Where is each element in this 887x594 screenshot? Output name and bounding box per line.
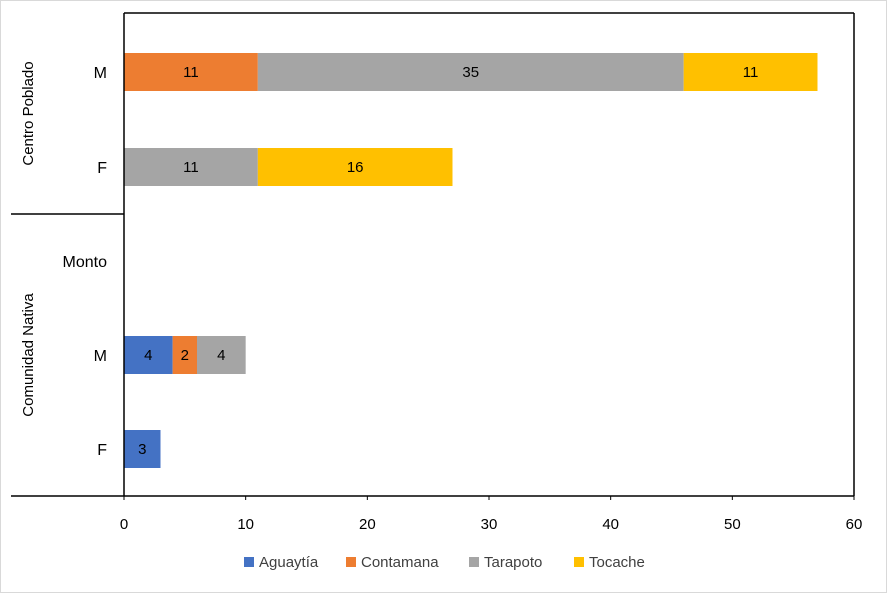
x-tick-label-10: 10	[237, 516, 254, 533]
bar-centro-poblado-f-tarapoto	[124, 148, 258, 186]
category-label-centro-poblado-f: F	[97, 160, 107, 177]
bar-centro-poblado-m-tocache	[683, 53, 818, 91]
bar-comunidad-nativa-m-aguaytia	[124, 336, 173, 374]
category-label-comunidad-nativa-monto: Monto	[63, 254, 108, 271]
data-label-centro-poblado-f-tocache: 16	[347, 159, 364, 176]
data-label-centro-poblado-m-tarapoto: 35	[462, 64, 479, 81]
legend-swatch-tarapoto	[469, 557, 479, 567]
bar-centro-poblado-m-tarapoto	[257, 53, 684, 91]
x-tick-label-20: 20	[359, 516, 376, 533]
legend-swatch-tocache	[574, 557, 584, 567]
legend: Aguaytía Contamana Tarapoto Tocache	[244, 554, 645, 571]
bar-comunidad-nativa-f-aguaytia	[124, 430, 161, 468]
category-label-comunidad-nativa-f: F	[97, 442, 107, 459]
x-tick-label-0: 0	[120, 516, 128, 533]
bar-comunidad-nativa-m-contamana	[172, 336, 197, 374]
data-label-comunidad-nativa-m-aguaytia: 4	[144, 347, 152, 364]
data-label-centro-poblado-f-tarapoto: 11	[183, 159, 199, 176]
bar-centro-poblado-m-contamana	[124, 53, 258, 91]
data-label-centro-poblado-m-tocache: 11	[743, 64, 759, 81]
data-labels-layer: 11 35 11 11 16 4 2 4 3	[138, 64, 758, 458]
data-label-comunidad-nativa-f-aguaytia: 3	[138, 441, 146, 458]
legend-label-tocache: Tocache	[589, 554, 645, 571]
legend-swatch-contamana	[346, 557, 356, 567]
bar-comunidad-nativa-m-tarapoto	[197, 336, 246, 374]
plot-area	[124, 12, 855, 496]
x-tick-label-30: 30	[481, 516, 498, 533]
legend-swatch-aguaytia	[244, 557, 254, 567]
data-label-centro-poblado-m-contamana: 11	[183, 64, 199, 81]
legend-label-tarapoto: Tarapoto	[484, 554, 542, 571]
group-label-centro-poblado: Centro Poblado	[20, 61, 37, 165]
data-label-comunidad-nativa-m-contamana: 2	[181, 347, 189, 364]
x-tick-label-50: 50	[724, 516, 741, 533]
axes-layer: 0 10 20 30 40 50 60 M F Monto M F Centro Poblado Comu…	[11, 13, 862, 533]
category-label-centro-poblado-m: M	[94, 65, 107, 82]
legend-label-aguaytia: Aguaytía	[259, 554, 319, 571]
category-label-comunidad-nativa-m: M	[94, 348, 107, 365]
group-label-comunidad-nativa: Comunidad Nativa	[20, 293, 37, 417]
x-tick-label-40: 40	[602, 516, 619, 533]
x-tick-label-60: 60	[846, 516, 863, 533]
data-label-comunidad-nativa-m-tarapoto: 4	[217, 347, 225, 364]
legend-label-contamana: Contamana	[361, 554, 439, 571]
bar-centro-poblado-f-tocache	[257, 148, 453, 186]
bars-layer	[124, 53, 818, 468]
